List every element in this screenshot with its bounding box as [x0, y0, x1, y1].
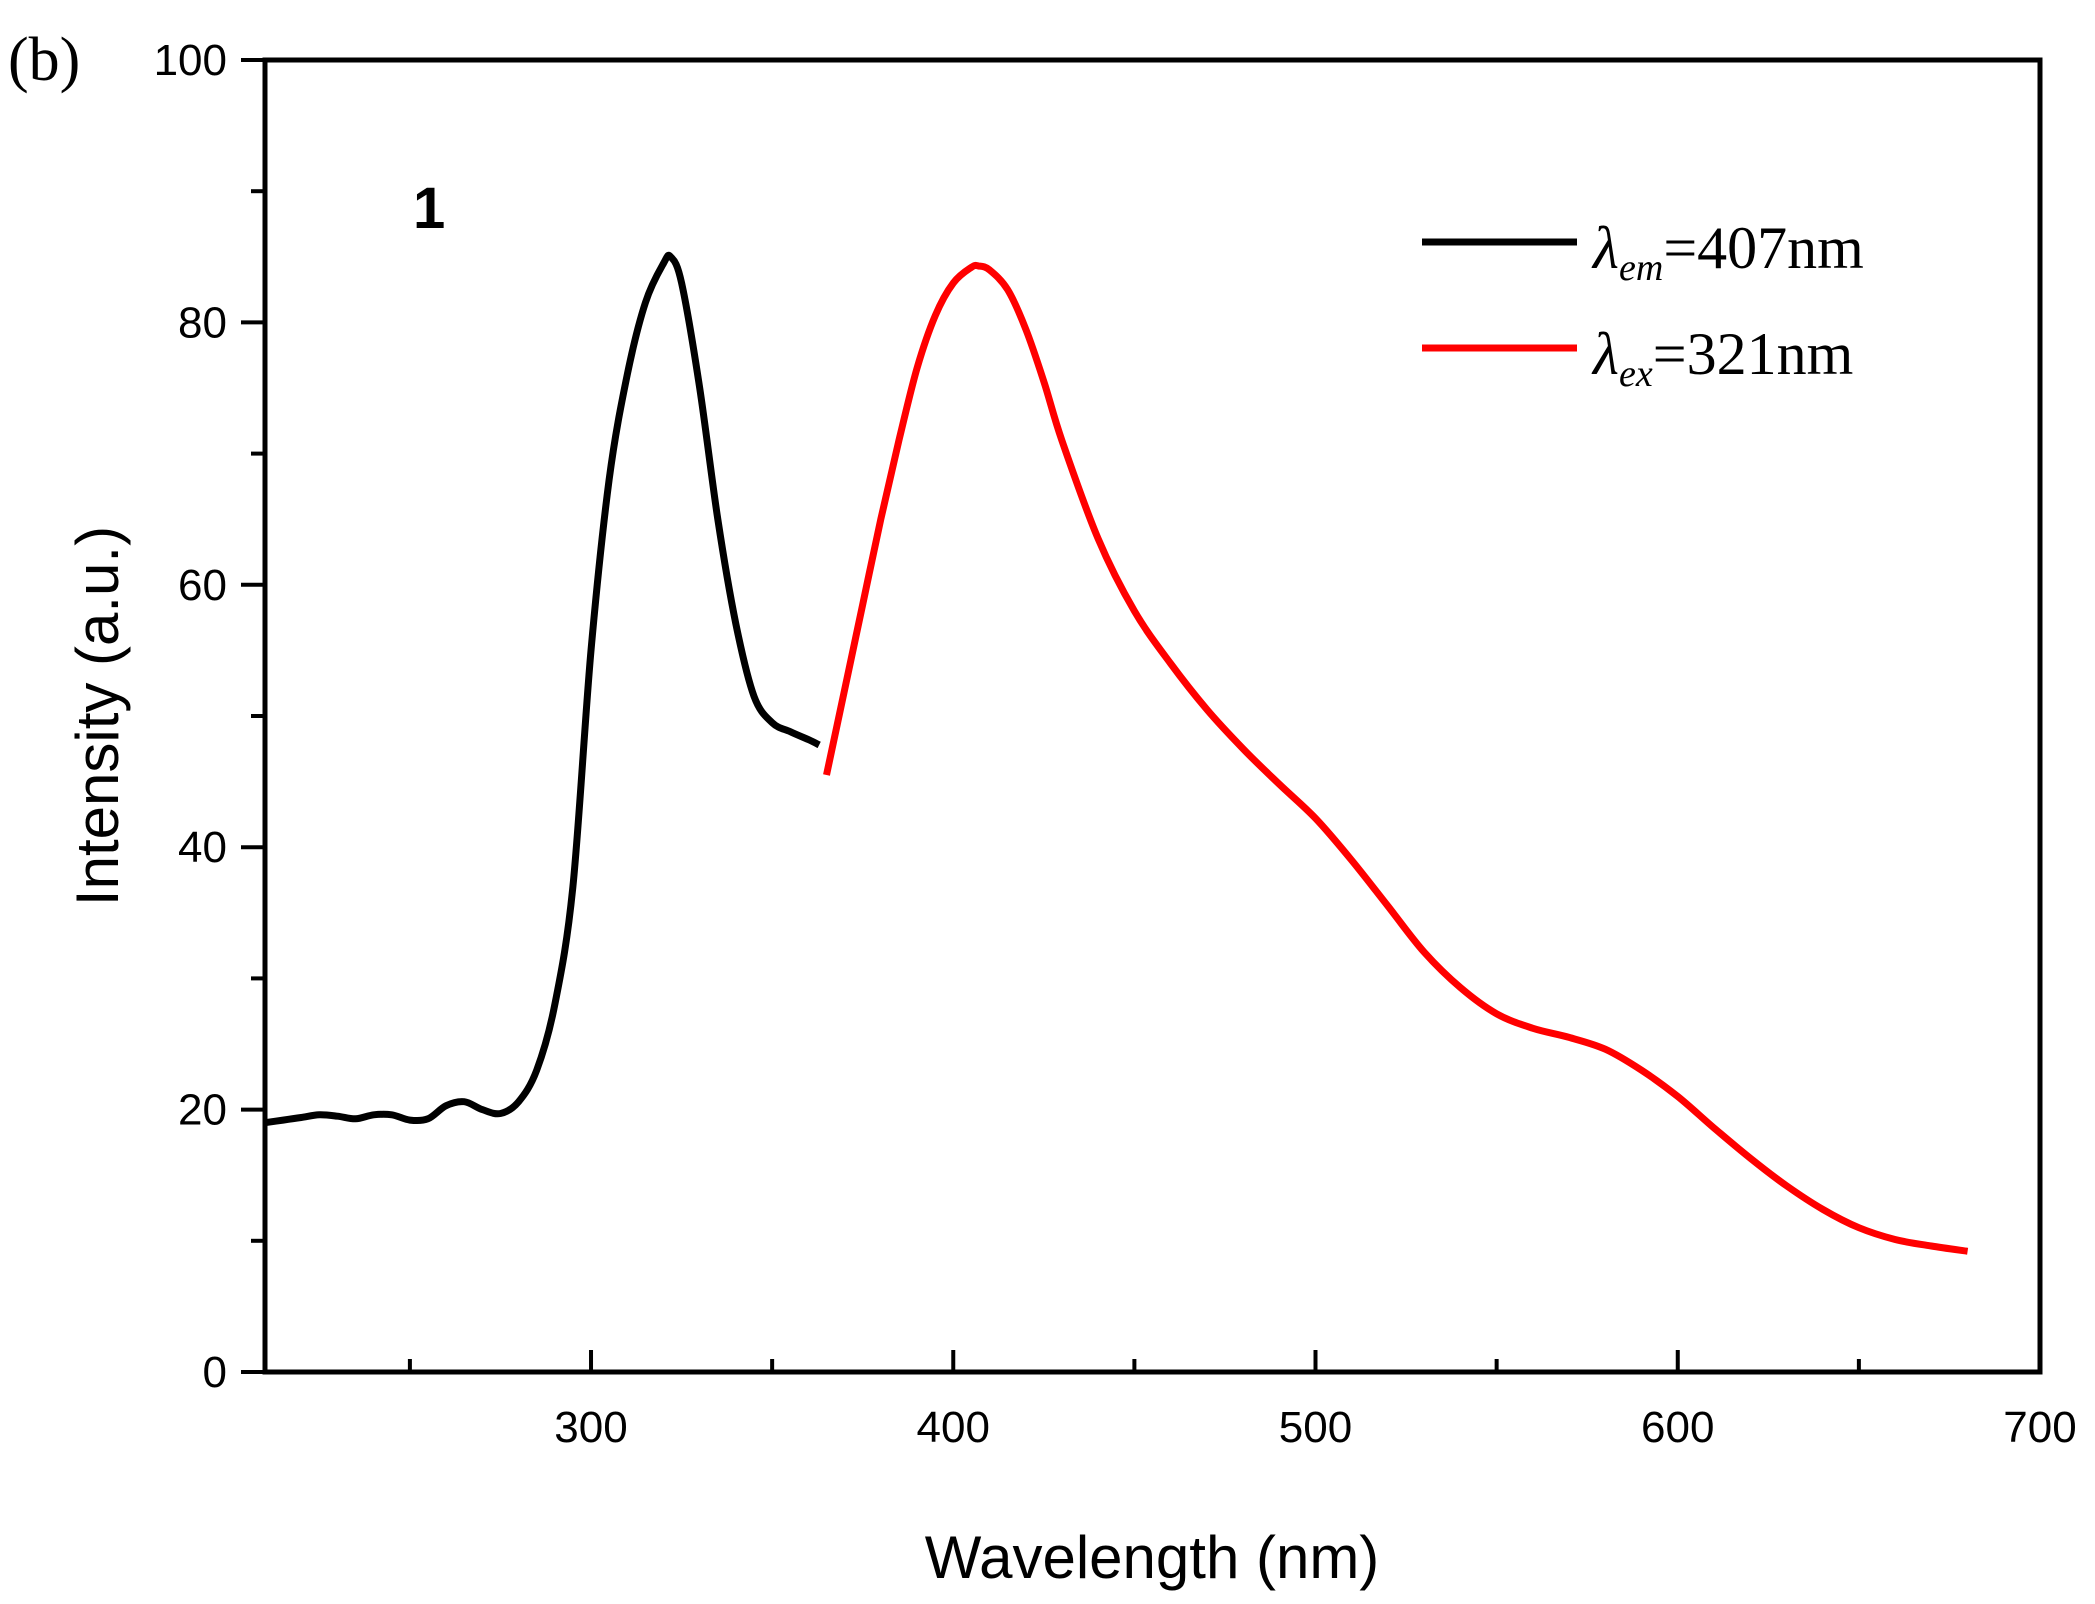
y-tick-label: 40: [178, 823, 227, 872]
panel-label: (b): [8, 26, 80, 94]
x-tick-label: 500: [1279, 1403, 1352, 1452]
plot-frame: [262, 57, 2043, 1375]
legend-subscript-emission: ex: [1619, 353, 1653, 395]
x-tick-label: 700: [2003, 1403, 2076, 1452]
x-tick-label: 600: [1641, 1403, 1714, 1452]
y-tick-label: 20: [178, 1086, 227, 1135]
y-tick-label: 100: [154, 36, 227, 85]
annotation-label: 1: [413, 176, 445, 241]
x-tick-label: 400: [917, 1403, 990, 1452]
y-tick-label: 0: [203, 1348, 227, 1397]
x-axis-title: Wavelength (nm): [925, 1524, 1380, 1591]
series-line-emission: [823, 261, 1969, 1255]
legend-value-excitation: =407nm: [1663, 215, 1864, 281]
legend-entry-emission: λex=321nm: [1591, 321, 1853, 395]
series-layer: [264, 251, 1969, 1255]
y-tick-label: 80: [178, 298, 227, 347]
legend-value-emission: =321nm: [1653, 321, 1854, 387]
legend-entry-excitation: λem=407nm: [1591, 215, 1864, 289]
legend-lambda-emission: λ: [1591, 321, 1619, 387]
x-tick-label: 300: [554, 1403, 627, 1452]
y-axis-title: Intensity (a.u.): [64, 526, 131, 906]
series-line-excitation: [264, 251, 821, 1127]
legend: λem=407nm λex=321nm: [1422, 215, 1864, 395]
legend-subscript-excitation: em: [1619, 247, 1663, 289]
axis-tick-labels: 300 400 500 600 700 0 20 40 60 80 100: [154, 36, 2077, 1452]
legend-lambda-excitation: λ: [1591, 215, 1619, 281]
y-tick-label: 60: [178, 561, 227, 610]
